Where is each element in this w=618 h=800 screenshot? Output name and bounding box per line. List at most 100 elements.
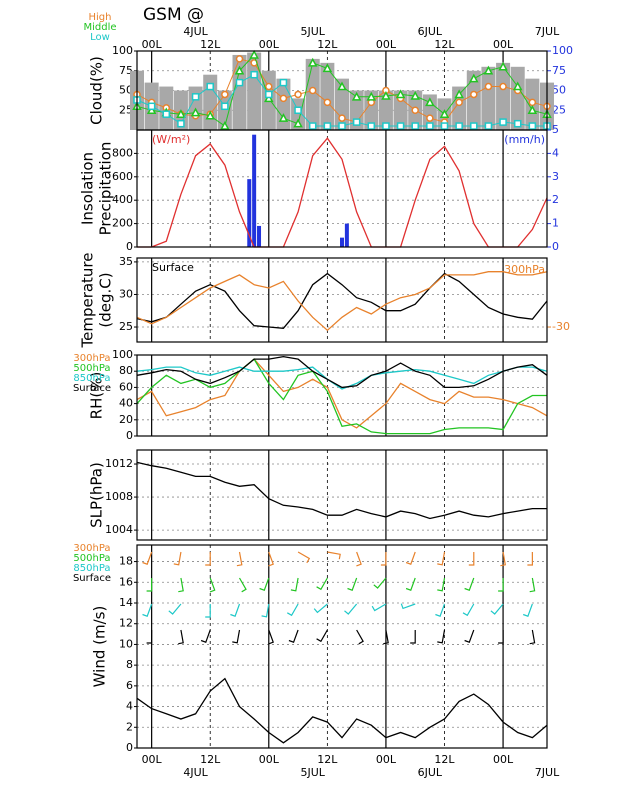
legend-label: Surface <box>73 383 111 394</box>
marker <box>205 110 215 120</box>
legend-label: 850hPa <box>73 563 110 574</box>
unit-label: (W/m²) <box>152 133 190 146</box>
y-axis-label: Insolation <box>79 152 97 225</box>
marker <box>265 90 273 99</box>
wind-barb <box>259 577 270 591</box>
wind-barb <box>435 603 446 617</box>
wind-barb <box>498 629 504 644</box>
date-label: 4JUL <box>183 766 208 779</box>
marker <box>176 109 186 118</box>
x-tick-label: 12L <box>317 753 338 766</box>
wind-barb <box>527 551 534 566</box>
y-tick-label: 14 <box>119 596 133 609</box>
y-tick-label: 4 <box>126 700 133 713</box>
wind-barb <box>405 551 416 565</box>
wind-barb <box>288 629 299 643</box>
wind-barb <box>173 551 182 566</box>
date-label: 5JUL <box>300 766 325 779</box>
wind-barb <box>142 551 153 565</box>
bar <box>247 179 252 247</box>
y-tick-label: 25 <box>119 103 133 116</box>
wind-barb <box>400 603 416 610</box>
legend-label: Low <box>90 32 110 43</box>
marker <box>221 102 229 111</box>
y2-tick-label: 100 <box>552 44 573 57</box>
y2-tick-label: 5 <box>552 123 559 136</box>
y2-tick-label: 3 <box>552 170 559 183</box>
marker <box>528 98 537 107</box>
wind-barb <box>437 577 446 592</box>
x-tick-label: 00L <box>376 38 397 51</box>
series-line <box>136 271 548 332</box>
marker <box>234 65 245 75</box>
marker <box>366 91 377 101</box>
marker <box>411 122 419 130</box>
marker <box>382 122 390 130</box>
date-label: 6JUL <box>418 766 443 779</box>
date-label: 5JUL <box>300 25 325 38</box>
y2-tick-label: 75 <box>552 64 566 77</box>
legend-label: Middle <box>83 22 116 33</box>
y-tick-label: 25 <box>119 320 133 333</box>
series-label: Surface <box>152 261 194 274</box>
wind-barb <box>261 603 270 618</box>
marker <box>454 89 464 99</box>
marker <box>499 82 507 91</box>
wind-barb <box>236 551 243 567</box>
marker <box>512 81 523 91</box>
wind-barb <box>437 551 446 566</box>
date-label: 4JUL <box>183 25 208 38</box>
marker <box>265 82 273 91</box>
legend-label: 500hPa <box>73 553 110 564</box>
y-axis-label: (deg.C) <box>97 272 115 327</box>
wind-barb <box>238 577 247 593</box>
wind-barb <box>462 603 475 617</box>
y-tick-label: 6 <box>126 679 133 692</box>
marker <box>220 120 230 130</box>
wind-barb <box>168 603 182 615</box>
wind-barb <box>268 629 274 645</box>
wind-barb <box>371 603 387 612</box>
marker <box>426 114 434 122</box>
bar <box>344 223 349 247</box>
marker <box>411 106 419 114</box>
wind-barb <box>344 603 358 615</box>
marker <box>499 118 507 126</box>
chart-title: GSM @ <box>143 5 204 25</box>
marker <box>381 90 391 100</box>
series-line <box>136 355 548 389</box>
marker <box>323 122 332 130</box>
marker <box>439 109 450 118</box>
wind-barb <box>146 577 153 592</box>
date-label: 7JUL <box>535 766 560 779</box>
marker <box>191 93 200 101</box>
marker <box>396 122 405 130</box>
y2-tick-label: -30 <box>552 320 570 333</box>
x-tick-label: 12L <box>434 753 455 766</box>
marker <box>338 122 346 130</box>
date-label: 7JUL <box>535 25 560 38</box>
wind-barb <box>464 577 475 591</box>
y-tick-label: 8 <box>126 658 133 671</box>
wind-barb <box>410 629 416 644</box>
marker <box>513 119 522 128</box>
y-axis-label: SLP(hPa) <box>88 462 106 528</box>
marker <box>162 110 171 118</box>
marker <box>527 105 538 114</box>
series-line <box>136 461 547 520</box>
legend-label: 300hPa <box>73 543 110 554</box>
wind-barb <box>373 577 387 589</box>
wind-barb <box>383 629 389 645</box>
marker <box>484 82 493 91</box>
marker <box>470 90 478 99</box>
bar <box>378 90 393 130</box>
wind-barb <box>347 577 358 591</box>
y2-tick-label: 25 <box>552 103 566 116</box>
bar <box>252 134 257 247</box>
x-tick-label: 00L <box>259 38 280 51</box>
y2-tick-label: 1 <box>552 217 559 230</box>
y-tick-label: 100 <box>112 44 133 57</box>
wind-barb <box>490 603 504 615</box>
marker <box>338 114 346 122</box>
